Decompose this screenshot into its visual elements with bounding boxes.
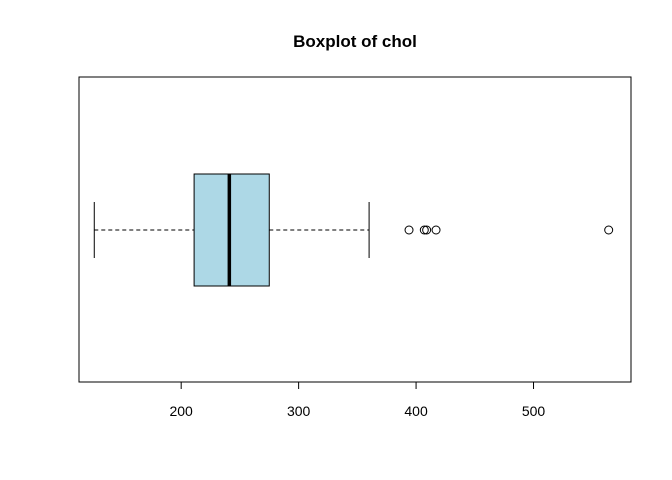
chart-title: Boxplot of chol	[293, 32, 417, 51]
outlier-point	[404, 225, 414, 235]
x-tick-label: 300	[287, 403, 311, 419]
outlier-point	[431, 225, 441, 235]
x-axis: 200 300 400 500	[169, 381, 546, 419]
outlier-point	[604, 225, 614, 235]
x-tick-label: 400	[404, 403, 428, 419]
iqr-box	[193, 173, 270, 287]
x-tick-label: 500	[522, 403, 546, 419]
plot-marks	[93, 173, 614, 287]
x-tick-label: 200	[169, 403, 193, 419]
outlier-point	[419, 225, 429, 235]
outlier-point	[422, 225, 432, 235]
